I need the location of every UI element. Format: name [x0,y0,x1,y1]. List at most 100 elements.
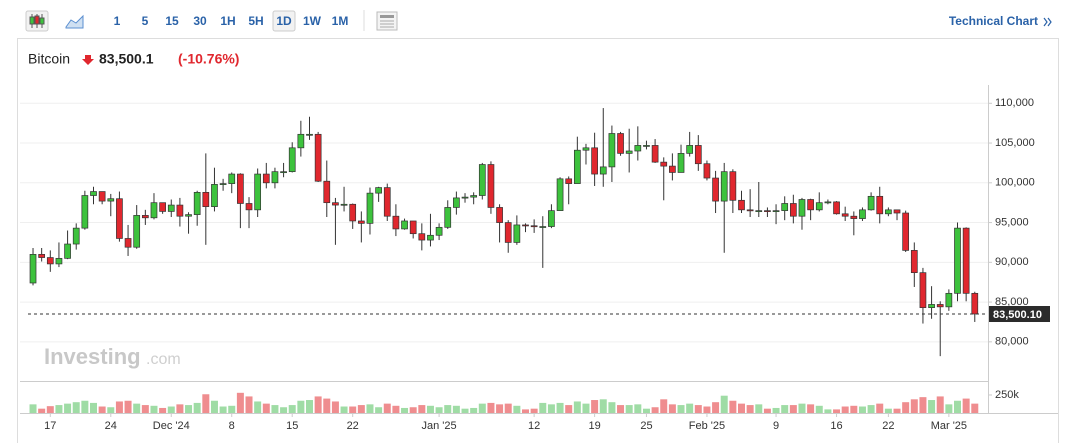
candle-body [867,195,875,211]
volume-bar [954,400,961,413]
candle-body [556,178,564,211]
candle-body [651,145,659,163]
volume-bar [781,405,789,413]
volume-bar [228,405,236,413]
candle-body [461,196,469,199]
candle-body [720,171,728,202]
candle-body [202,191,210,208]
volume-bar [64,403,72,413]
candle-body [470,195,478,198]
candle-body [150,202,158,219]
volume-bar [167,406,175,413]
volume-bar [556,402,564,413]
volume-bar [193,402,201,413]
interval-button[interactable]: 1 [114,14,121,28]
interval-button[interactable]: 5 [142,14,149,28]
volume-bar [565,405,573,413]
candle-body [772,210,780,212]
volume-bar [81,400,89,413]
volume-bar [902,402,910,413]
candle-body [271,171,279,184]
volume-bar [634,404,642,413]
candle-body [815,202,823,211]
volume-bar [107,407,115,413]
x-tick-label: 12 [528,420,540,432]
volume-bar [755,404,763,413]
candle-body [375,187,382,194]
area-icon[interactable] [65,14,84,29]
price: 83,500.1 [99,51,154,67]
candle-body [582,147,590,151]
candle-body [306,133,313,136]
interval-button[interactable]: 1D [276,14,292,28]
y-tick-label: 90,000 [995,256,1029,268]
volume-bar [375,407,383,413]
candle-body [357,220,365,224]
volume-bar [46,406,54,413]
candle-body [634,145,642,152]
interval-button[interactable]: 1H [220,14,235,28]
candle-body [98,191,106,202]
x-tick-label: 16 [830,420,842,432]
watermark-brand: Investing [44,344,141,369]
volume-bar [668,404,676,413]
volume-bar [141,405,149,413]
volume-bar [815,405,823,413]
candle-body [141,215,149,219]
candle-body [504,222,512,243]
volume-bar [219,406,227,413]
candle-body [608,133,616,168]
candle-body [893,209,901,214]
candle-body [72,227,80,245]
candle-body [530,225,538,228]
interval-button[interactable]: 30 [193,14,207,28]
candle-body [824,201,832,204]
candle-body [81,195,89,229]
volume-bar [90,402,97,413]
y-tick-label: 95,000 [995,216,1029,228]
volume-bar [271,405,279,413]
volume-bar [686,403,694,413]
volume-bar [591,400,599,413]
volume-bar [513,405,521,413]
x-tick-label: 15 [286,420,298,432]
candle-body [262,173,270,184]
volume-bar [936,396,944,413]
candle-body [660,161,668,167]
interval-button[interactable]: 1W [303,14,322,28]
volume-bar [694,405,702,413]
volume-bar [919,397,927,413]
candle-body [349,203,357,222]
candle-body [288,147,296,173]
candle-body [435,226,443,236]
interval-button[interactable]: 1M [332,14,349,28]
candle-body [686,145,694,154]
volume-bar [280,407,288,413]
technical-chart-link[interactable]: Technical Chart [949,14,1038,28]
x-tick-label: Feb '25 [689,420,725,432]
candle-body [185,214,192,217]
volume-bar [124,400,132,413]
last-price-label: 83,500.10 [993,309,1042,321]
candle-body [46,257,54,265]
volume-bar [496,404,504,413]
candle-body [340,203,348,206]
volume-bar [910,399,918,413]
volume-bar [236,392,244,413]
x-tick-label: 17 [44,420,56,432]
candle-body [444,207,452,228]
candle-body [453,197,460,208]
table-icon[interactable] [376,11,398,31]
volume-bar [38,408,46,413]
candle-body [383,187,391,217]
volume-bar [599,399,607,413]
x-tick-label: 8 [229,420,235,432]
candle-body [124,238,132,248]
candle-body [962,227,970,294]
interval-button[interactable]: 15 [165,14,179,28]
candle-body [789,203,797,217]
candle-body [176,204,184,217]
interval-button[interactable]: 5H [248,14,263,28]
